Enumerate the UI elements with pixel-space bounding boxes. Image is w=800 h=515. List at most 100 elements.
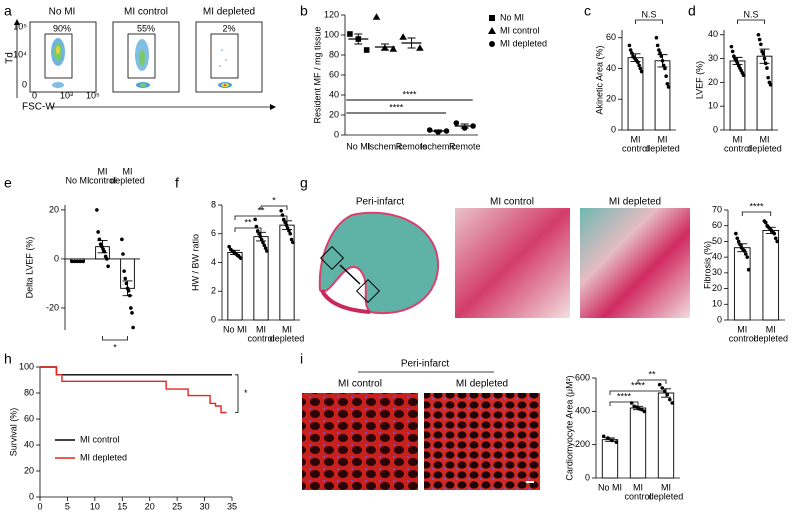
axis-label: Td xyxy=(5,52,16,64)
y-tick-label: 70 xyxy=(712,204,722,214)
marker xyxy=(638,66,643,71)
marker xyxy=(601,434,606,439)
arrow xyxy=(339,264,361,285)
marker xyxy=(666,85,671,89)
y-tick-label: 20 xyxy=(49,204,59,214)
marker xyxy=(257,231,261,236)
y-tick-label: 40 xyxy=(24,439,34,449)
marker xyxy=(253,217,257,222)
marker xyxy=(261,240,265,245)
error-bar xyxy=(380,43,389,51)
x-tick-label: control xyxy=(724,143,751,153)
marker xyxy=(399,33,407,40)
arrowhead xyxy=(270,104,276,110)
y-tick-label: 200 xyxy=(575,439,590,449)
y-tick-label: 10 xyxy=(708,101,718,111)
y-tick-label: 60 xyxy=(606,32,616,42)
error-bar xyxy=(765,226,776,235)
bar xyxy=(756,55,773,131)
marker xyxy=(106,264,110,269)
bar xyxy=(654,60,671,131)
marker xyxy=(289,237,294,242)
bar xyxy=(657,392,675,479)
gate xyxy=(210,33,239,79)
significance-label: **** xyxy=(389,102,404,112)
marker xyxy=(123,276,128,281)
significance-label: * xyxy=(244,388,248,398)
x-tick-label: depleted xyxy=(270,333,305,343)
marker xyxy=(657,48,661,52)
marker xyxy=(372,13,381,20)
marker xyxy=(287,229,291,233)
marker xyxy=(664,74,668,78)
marker xyxy=(263,246,268,250)
roi-box xyxy=(319,245,345,271)
marker xyxy=(262,243,267,248)
histology-image xyxy=(302,393,418,490)
significance-bracket xyxy=(741,211,772,216)
marker xyxy=(657,382,662,387)
y-axis-label: Fibrosis (%) xyxy=(702,241,712,289)
x-tick-label: control xyxy=(622,143,649,153)
significance-bracket xyxy=(737,19,765,24)
flow-dots xyxy=(51,38,232,88)
flow-tick: 10⁵ xyxy=(13,21,27,31)
marker xyxy=(734,231,738,236)
axis-label: FSC-W xyxy=(22,102,55,113)
x-tick-label: MI xyxy=(282,324,292,334)
marker xyxy=(81,259,85,264)
x-tick-label: control xyxy=(729,333,756,343)
y-tick-label: 600 xyxy=(575,372,590,382)
panel-label: f xyxy=(175,175,179,191)
significance-bracket xyxy=(234,227,262,232)
y-tick-label: 0 xyxy=(713,124,718,134)
marker xyxy=(227,244,231,249)
y-tick-label: 40 xyxy=(329,89,339,99)
marker xyxy=(283,220,287,225)
marker xyxy=(665,82,670,86)
error-bar xyxy=(97,240,108,254)
histology-image xyxy=(455,208,570,318)
significance-label: **** xyxy=(749,201,764,211)
x-tick-label: control xyxy=(89,175,116,185)
marker xyxy=(265,249,269,253)
marker xyxy=(416,44,424,51)
panel-label: g xyxy=(300,175,308,191)
marker xyxy=(363,47,370,53)
gate-percent: 90% xyxy=(53,23,71,33)
marker xyxy=(279,208,283,213)
y-tick-label: 20 xyxy=(329,109,339,119)
error-bar xyxy=(256,231,266,242)
y-axis-label: HW / BW ratio xyxy=(190,234,200,291)
x-tick-label: MI xyxy=(737,324,747,334)
y-tick-label: 0 xyxy=(585,472,590,482)
significance-label: * xyxy=(272,195,276,205)
y-tick-label: 80 xyxy=(24,387,34,397)
y-tick-label: 400 xyxy=(575,406,590,416)
x-tick-label: MI xyxy=(631,134,641,144)
flow-tick: 10⁵ xyxy=(86,90,100,100)
plot-title: MI control xyxy=(124,7,168,18)
marker xyxy=(663,66,667,71)
error-bar xyxy=(737,243,748,253)
significance-bracket xyxy=(609,401,639,406)
panel-label: c xyxy=(584,3,591,19)
x-tick-label: No MI xyxy=(65,175,89,185)
image-title: MI control xyxy=(490,197,534,208)
marker xyxy=(281,217,286,222)
y-axis-label: Survival (%) xyxy=(8,408,18,457)
marker xyxy=(453,120,460,126)
survival-line xyxy=(40,366,227,414)
x-tick-label: 10 xyxy=(90,501,100,511)
y-axis-label: Cardiomyocyte Area (μM²) xyxy=(564,375,574,480)
marker xyxy=(95,208,99,212)
y-tick-label: 20 xyxy=(606,94,616,104)
x-tick-label: 35 xyxy=(227,501,237,511)
y-tick-label: 6 xyxy=(211,228,216,238)
significance-bracket xyxy=(235,374,239,413)
significance-bracket xyxy=(102,336,128,341)
x-tick-label: depleted xyxy=(753,333,788,343)
marker xyxy=(489,41,495,47)
error-bar xyxy=(72,260,83,263)
y-tick-label: 40 xyxy=(712,252,722,262)
